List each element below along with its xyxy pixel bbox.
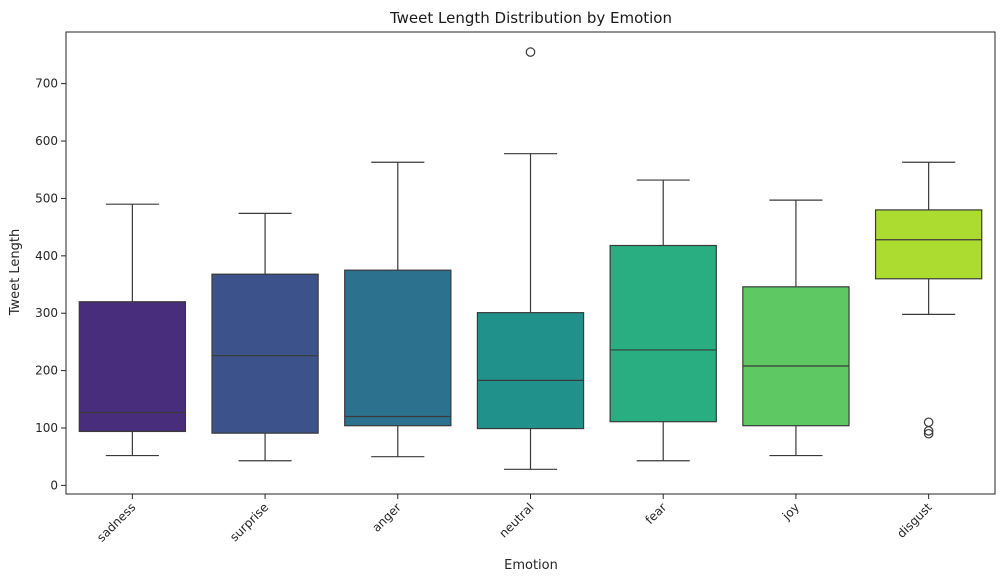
iqr-box xyxy=(78,301,187,433)
box-sadness xyxy=(78,203,187,457)
x-axis-label: Emotion xyxy=(504,558,558,573)
outlier-point xyxy=(923,426,934,436)
iqr-box xyxy=(344,269,452,427)
box-joy xyxy=(742,199,850,457)
box-fear xyxy=(609,179,717,462)
x-tick-label: surprise xyxy=(227,500,271,544)
iqr-box xyxy=(211,273,319,434)
x-tick-label: neutral xyxy=(496,500,536,540)
y-tick-label: 200 xyxy=(35,364,58,378)
x-tick-label: disgust xyxy=(894,500,935,541)
iqr-box xyxy=(742,286,850,427)
y-axis-label: Tweet Length xyxy=(8,229,23,317)
x-tick-label: fear xyxy=(643,500,670,527)
outlier-point xyxy=(923,428,934,439)
iqr-box xyxy=(609,244,717,423)
box-surprise xyxy=(211,212,319,462)
iqr-box xyxy=(874,209,983,280)
outlier-point xyxy=(923,417,934,428)
x-tick-label: joy xyxy=(779,500,802,523)
outlier-point xyxy=(525,47,536,57)
plot-frame xyxy=(65,31,996,495)
box-disgust xyxy=(874,161,983,439)
y-tick-label: 400 xyxy=(35,249,58,263)
x-tick-label: anger xyxy=(369,500,404,535)
y-tick-label: 0 xyxy=(50,478,58,492)
y-tick-label: 700 xyxy=(35,77,58,91)
y-tick-label: 500 xyxy=(35,191,58,205)
y-tick-label: 100 xyxy=(35,421,58,435)
iqr-box xyxy=(476,312,585,430)
chart-title: Tweet Length Distribution by Emotion xyxy=(389,9,672,27)
y-axis: 0 100 200 300 400 500 600 700 xyxy=(35,77,66,492)
box-neutral xyxy=(476,47,585,470)
y-tick-label: 300 xyxy=(35,306,58,320)
y-tick-label: 600 xyxy=(35,134,58,148)
x-tick-label: sadness xyxy=(94,500,138,544)
boxes-layer xyxy=(78,47,983,470)
box-anger xyxy=(344,161,452,458)
x-axis: sadness surprise anger neutral fear joy disgus… xyxy=(94,494,935,545)
